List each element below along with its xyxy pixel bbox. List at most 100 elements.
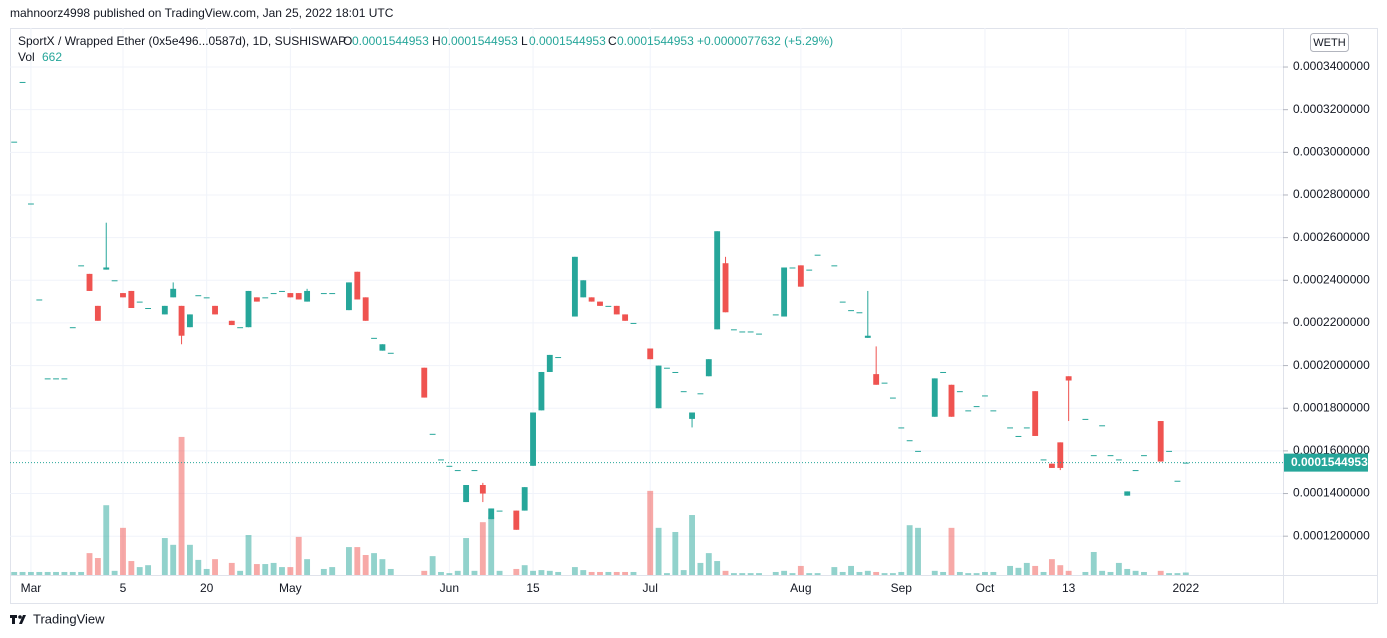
ohlc-l-label: L xyxy=(521,34,528,48)
volume-bar xyxy=(454,570,461,575)
candle-body xyxy=(161,305,168,315)
candle-body xyxy=(931,378,938,417)
volume-bar xyxy=(287,567,294,575)
volume-bar xyxy=(915,527,921,575)
volume-bar xyxy=(379,559,386,575)
volume-bar xyxy=(212,559,218,575)
candle-body xyxy=(136,301,143,303)
volume-bar xyxy=(973,573,980,575)
volume-bar xyxy=(513,568,520,575)
candle-body xyxy=(446,465,453,467)
ohlc-l-value: 0.0001544953 xyxy=(529,34,606,48)
x-tick-label: 20 xyxy=(200,581,214,595)
currency[interactable]: WETH xyxy=(1313,37,1345,49)
candle-body xyxy=(680,391,687,393)
candle-body xyxy=(1048,463,1055,468)
y-tick-label: 0.0001800000 xyxy=(1293,400,1370,414)
volume-bar xyxy=(530,570,536,575)
volume-bar xyxy=(965,573,972,575)
y-tick-label: 0.0001400000 xyxy=(1293,486,1370,500)
volume-bar xyxy=(94,558,101,575)
grid xyxy=(10,28,1283,575)
volume-bar xyxy=(421,570,428,575)
candle-body xyxy=(471,470,478,472)
candle-body xyxy=(371,337,377,339)
volume-bar xyxy=(387,568,394,575)
volume-bar xyxy=(881,573,888,575)
ohlc-o-label: O xyxy=(343,34,352,48)
candle-body xyxy=(756,333,762,335)
candle-body xyxy=(881,382,888,384)
brand: TradingView xyxy=(33,611,105,626)
candle-body xyxy=(103,267,110,270)
candle-body xyxy=(346,282,352,311)
volume-bar xyxy=(1174,573,1181,575)
candle-body xyxy=(270,293,277,295)
y-tick-label: 0.0002200000 xyxy=(1293,315,1370,329)
volume-bar xyxy=(605,571,612,575)
volume-bar xyxy=(329,567,336,575)
volume-bar xyxy=(36,571,43,575)
candle-body xyxy=(588,297,595,302)
volume-bar xyxy=(1032,565,1039,575)
candle-body xyxy=(11,141,18,143)
volume-bar xyxy=(772,571,779,575)
candle-body xyxy=(262,297,269,299)
candle-body xyxy=(655,365,662,409)
volume-bar xyxy=(11,571,18,575)
candle-body xyxy=(128,290,135,309)
volume-bar xyxy=(931,570,938,575)
x-tick-label: Sep xyxy=(891,581,913,595)
currency-box[interactable] xyxy=(1310,33,1349,52)
candle-body xyxy=(940,371,947,373)
volume-bar xyxy=(831,567,838,575)
symbol-title: SportX / Wrapped Ether (0x5e496...0587d)… xyxy=(18,34,346,48)
volume-bar xyxy=(697,562,704,575)
volume-bar xyxy=(471,570,478,575)
volume-bar xyxy=(1048,559,1055,575)
candle-body xyxy=(915,450,921,452)
x-tick-label: 15 xyxy=(526,581,540,595)
candle-body xyxy=(203,297,210,299)
y-tick-label: 0.0003400000 xyxy=(1293,59,1370,73)
candle-body xyxy=(421,367,428,398)
y-tick-label: 0.0002000000 xyxy=(1293,358,1370,372)
volume-label: Vol xyxy=(18,50,35,64)
candle-body xyxy=(705,359,712,377)
candle-body xyxy=(722,263,729,313)
candle-body xyxy=(1090,455,1097,457)
volume-bar xyxy=(1082,571,1089,575)
volume-bar xyxy=(990,571,997,575)
candle-body xyxy=(187,314,193,328)
candle-body xyxy=(145,308,152,310)
candle-body xyxy=(1082,418,1089,420)
volume-bar xyxy=(161,538,168,575)
candle-body xyxy=(488,508,495,520)
volume-bar xyxy=(438,571,444,575)
candle-body xyxy=(295,293,302,300)
volume-bar xyxy=(839,571,846,575)
candle-body xyxy=(806,269,813,271)
candle-body xyxy=(53,378,59,380)
volume-bar xyxy=(1157,570,1164,575)
volume-bar xyxy=(78,571,85,575)
candle-body xyxy=(1007,427,1013,429)
volume-bar xyxy=(1115,562,1122,575)
volume-bar xyxy=(103,505,110,575)
volume-bar xyxy=(1166,573,1173,575)
volume-bar xyxy=(228,562,235,575)
volume-bar xyxy=(61,571,68,575)
candle-body xyxy=(889,397,896,399)
volume-bar xyxy=(538,570,545,575)
x-tick-label: 5 xyxy=(120,581,127,595)
candle-body xyxy=(1015,435,1022,437)
volume-bar xyxy=(1124,568,1131,575)
candle-body xyxy=(864,335,871,338)
volume-bar xyxy=(1099,570,1106,575)
volume-bar xyxy=(630,571,637,575)
candle-body xyxy=(571,256,578,317)
candle-body xyxy=(982,395,988,397)
candle-body xyxy=(195,295,202,297)
volume-bar xyxy=(429,556,436,575)
